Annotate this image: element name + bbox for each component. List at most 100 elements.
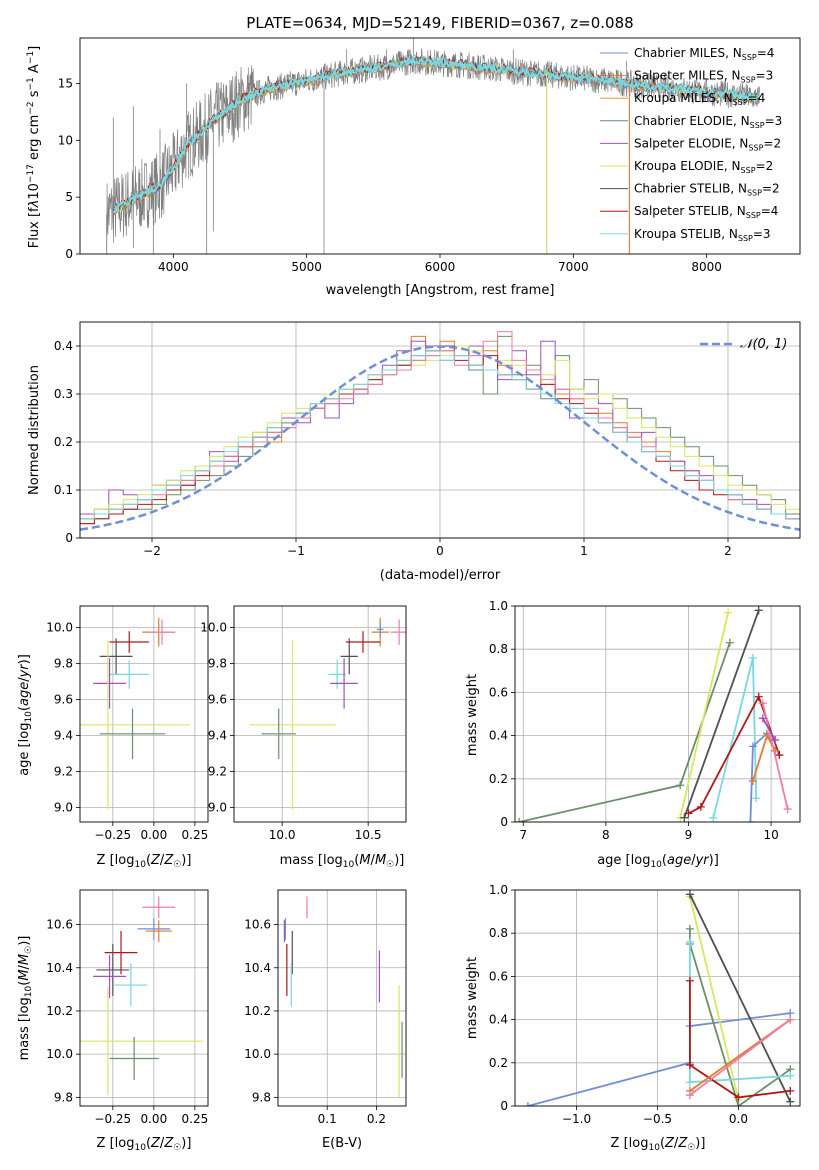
massweight_vs_Z-point-marker bbox=[685, 1091, 694, 1100]
residuals-ytick-label: 0.1 bbox=[54, 483, 73, 497]
massweight_vs_Z-point-marker bbox=[786, 1086, 795, 1095]
massweight_vs_age-point-marker bbox=[515, 818, 524, 822]
age_vs_Z-errorbar bbox=[99, 638, 133, 675]
legend-value: =2 bbox=[756, 159, 774, 173]
massweight_vs_Z-point-marker bbox=[685, 976, 694, 985]
age_vs_Z-errorbar bbox=[109, 660, 149, 689]
massweight_vs_Z-point-marker bbox=[685, 890, 694, 899]
residuals-ytick-label: 0.3 bbox=[54, 387, 73, 401]
massweight_vs_Z-point-marker bbox=[685, 1060, 694, 1069]
massweight_vs_Z-data bbox=[523, 890, 795, 1106]
mass_vs_Z-errorbar bbox=[109, 1036, 159, 1081]
age_vs_Z-errorbar bbox=[148, 619, 176, 645]
legend-subscript: SSP bbox=[750, 121, 765, 130]
age_vs_mass-xtick-label: 10.5 bbox=[355, 828, 382, 842]
massweight_vs_age-point-marker bbox=[680, 813, 689, 822]
spectrum-legend-label: Salpeter MILES, NSSP=3 bbox=[634, 69, 773, 85]
mass_vs_EBV-ytick-label: 10.2 bbox=[244, 1004, 271, 1018]
legend-subscript: SSP bbox=[742, 53, 757, 62]
residuals-ytick-label: 0 bbox=[65, 531, 73, 545]
age_vs_mass-errorbar bbox=[249, 640, 336, 810]
mass_vs_Z-errorbar bbox=[93, 954, 126, 998]
mass-vs-EBV-x-label: E(B-V) bbox=[322, 1136, 362, 1151]
mass-vs-Z-plot-area: −0.25 0.00 0.25 9.8 10.0 10.2 10.4 10.6 bbox=[46, 889, 209, 1126]
age_vs_mass-ticks: 10.0 10.5 9.0 9.2 9.4 9.6 9.8 10.0 bbox=[200, 621, 381, 842]
residuals-plot-area: −2 −1 0 1 2 0 0.1 0.2 0.3 0.4 𝒩(0, 1) bbox=[54, 321, 801, 558]
mass_vs_Z-errorbar bbox=[137, 918, 171, 940]
massweight_vs_age-point-marker bbox=[725, 638, 734, 647]
residuals-gaussian-curve bbox=[80, 345, 800, 531]
spectrum-model-line bbox=[113, 53, 760, 209]
residuals-xtick-label: 2 bbox=[724, 544, 732, 558]
spectrum-y-label: Flux [fλ10−17 erg cm−2 s−1 A−1] bbox=[26, 46, 42, 248]
massweight_vs_age-series-line bbox=[679, 612, 729, 818]
age_vs_Z-ytick-label: 10.0 bbox=[46, 621, 73, 635]
legend-subscript: SSP bbox=[738, 234, 753, 243]
massweight_vs_Z-ytick-label: 0.8 bbox=[489, 926, 508, 940]
mass_vs_Z-ytick-label: 10.6 bbox=[46, 918, 73, 932]
age-vs-Z-y-label: age [log10(age/yr)] bbox=[17, 654, 34, 776]
massweight_vs_Z-series-line bbox=[689, 980, 791, 1099]
age_vs_Z-ticks: −0.25 0.00 0.25 9.0 9.2 9.4 9.6 9.8 10.0 bbox=[46, 621, 208, 842]
mass_vs_Z-errorbar bbox=[80, 987, 204, 1096]
spectrum-x-label: wavelength [Angstrom, rest frame] bbox=[326, 283, 555, 298]
mass_vs_EBV-frame bbox=[277, 889, 407, 1107]
spectrum-ytick-label: 10 bbox=[58, 133, 73, 147]
figure-title: PLATE=0634, MJD=52149, FIBERID=0367, z=0… bbox=[246, 14, 633, 32]
age_vs_mass-xtick-label: 10.0 bbox=[269, 828, 296, 842]
mass_vs_Z-frame bbox=[79, 889, 209, 1107]
massweight_vs_Z-point-marker bbox=[523, 1102, 532, 1106]
massweight_vs_age-xtick-label: 7 bbox=[519, 828, 527, 842]
massweight_vs_Z-ytick-label: 0.4 bbox=[489, 1013, 508, 1027]
spectrum-legend-label: Chabrier STELIB, NSSP=2 bbox=[634, 182, 780, 198]
residuals-xtick-label: −2 bbox=[143, 544, 161, 558]
legend-subscript: SSP bbox=[746, 211, 761, 220]
age_vs_Z-data bbox=[80, 617, 190, 810]
age_vs_mass-frame bbox=[233, 605, 407, 823]
massweight_vs_age-data bbox=[515, 606, 792, 822]
age_vs_mass-ytick-label: 9.0 bbox=[208, 801, 227, 815]
residuals-ytick-label: 0.4 bbox=[54, 339, 73, 353]
massweight_vs_age-point-marker bbox=[746, 818, 755, 822]
age_vs_Z-ytick-label: 9.2 bbox=[54, 765, 73, 779]
massweight-vs-age-plot-area: 7 8 9 10 0 0.2 0.4 0.6 0.8 1.0 bbox=[489, 599, 801, 842]
massweight_vs_age-xtick-label: 10 bbox=[763, 828, 778, 842]
mass_vs_Z-errorbar bbox=[104, 931, 138, 975]
residuals-xtick-label: −1 bbox=[287, 544, 305, 558]
age_vs_Z-errorbar bbox=[99, 708, 166, 759]
spectrum-ytick-label: 0 bbox=[65, 247, 73, 261]
massweight-vs-Z-y-label: mass weight bbox=[465, 957, 480, 1039]
spectrum-xtick-label: 8000 bbox=[691, 260, 722, 274]
massweight_vs_age-point-marker bbox=[724, 608, 733, 617]
mass_vs_EBV-grid bbox=[278, 890, 406, 1106]
spectrum-xtick-label: 6000 bbox=[425, 260, 456, 274]
massweight_vs_Z-ytick-label: 0.6 bbox=[489, 969, 508, 983]
massweight_vs_Z-point-marker bbox=[786, 1097, 795, 1106]
legend-value: =4 bbox=[748, 91, 766, 105]
legend-value: =3 bbox=[756, 69, 774, 83]
mass-vs-Z-panel: −0.25 0.00 0.25 9.8 10.0 10.2 10.4 10.6 Z [log1… bbox=[17, 889, 209, 1153]
age_vs_Z-ytick-label: 9.8 bbox=[54, 657, 73, 671]
massweight_vs_Z-point-marker bbox=[685, 924, 694, 933]
age_vs_Z-ytick-label: 9.6 bbox=[54, 693, 73, 707]
massweight_vs_Z-xtick-label: −1.0 bbox=[562, 1112, 591, 1126]
massweight-vs-age-y-label: mass weight bbox=[465, 674, 480, 756]
massweight_vs_age-point-marker bbox=[696, 802, 705, 811]
mass-vs-EBV-panel: 0.1 0.2 9.8 10.0 10.2 10.4 10.6 E(B-V) bbox=[244, 889, 407, 1151]
mass_vs_EBV-ytick-label: 10.4 bbox=[244, 961, 271, 975]
spectrum-legend-label: Kroupa MILES, NSSP=4 bbox=[634, 91, 765, 107]
massweight_vs_Z-point-marker bbox=[786, 1071, 795, 1080]
massweight_vs_age-point-marker bbox=[775, 751, 784, 760]
mass_vs_Z-errorbar bbox=[96, 944, 130, 996]
massweight_vs_age-series-line bbox=[683, 609, 760, 819]
residuals-panel: −2 −1 0 1 2 0 0.1 0.2 0.3 0.4 𝒩(0, 1) (data-model)… bbox=[27, 321, 801, 583]
age-vs-Z-x-label: Z [log10(Z/Z☉)] bbox=[97, 853, 192, 870]
mass_vs_Z-ytick-label: 10.4 bbox=[46, 961, 73, 975]
massweight_vs_age-point-marker bbox=[748, 653, 757, 662]
massweight_vs_age-xtick-label: 8 bbox=[602, 828, 610, 842]
massweight_vs_age-series-line bbox=[712, 657, 758, 818]
age_vs_mass-ytick-label: 10.0 bbox=[200, 621, 227, 635]
spectrum-panel: 4000 5000 6000 7000 8000 0 5 10 15 wavelength [A… bbox=[26, 37, 801, 298]
legend-subscript: SSP bbox=[747, 189, 762, 198]
age_vs_mass-errorbar bbox=[261, 708, 296, 759]
